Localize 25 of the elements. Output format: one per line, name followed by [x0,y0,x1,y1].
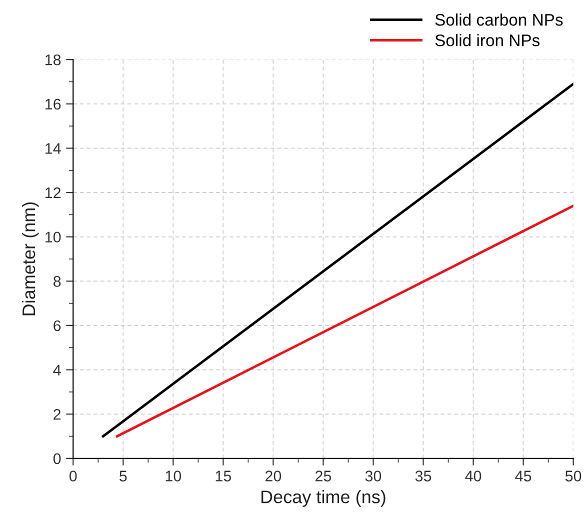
x-axis-title: Decay time (ns) [261,490,386,507]
y-tick-label: 4 [53,364,61,376]
x-tick-label: 15 [216,470,232,482]
x-tick-label: 40 [465,470,482,482]
y-tick-label: 8 [53,276,61,287]
x-tick-label: 0 [69,470,77,482]
y-tick-label: 16 [45,98,61,110]
y-tick-label: 10 [45,232,61,243]
x-tick-label: 5 [120,470,127,482]
x-tick-label: 45 [515,470,532,482]
legend-label: Solid carbon NPs [435,13,563,26]
x-tick-label: 25 [315,470,332,482]
x-tick-label: 50 [565,470,582,482]
y-tick-label: 0 [53,453,61,464]
x-tick-label: 30 [365,470,382,482]
y-axis-title: Diameter (nm) [22,202,39,316]
y-tick-label: 12 [45,187,61,198]
x-tick-label: 20 [265,470,282,482]
y-tick-label: 18 [45,54,61,66]
y-tick-label: 6 [54,320,61,332]
legend-label: Solid iron NPs [435,34,540,46]
y-tick-label: 2 [54,408,61,420]
x-tick-label: 35 [415,470,432,482]
x-tick-label: 10 [166,470,182,482]
y-tick-label: 14 [45,143,61,154]
